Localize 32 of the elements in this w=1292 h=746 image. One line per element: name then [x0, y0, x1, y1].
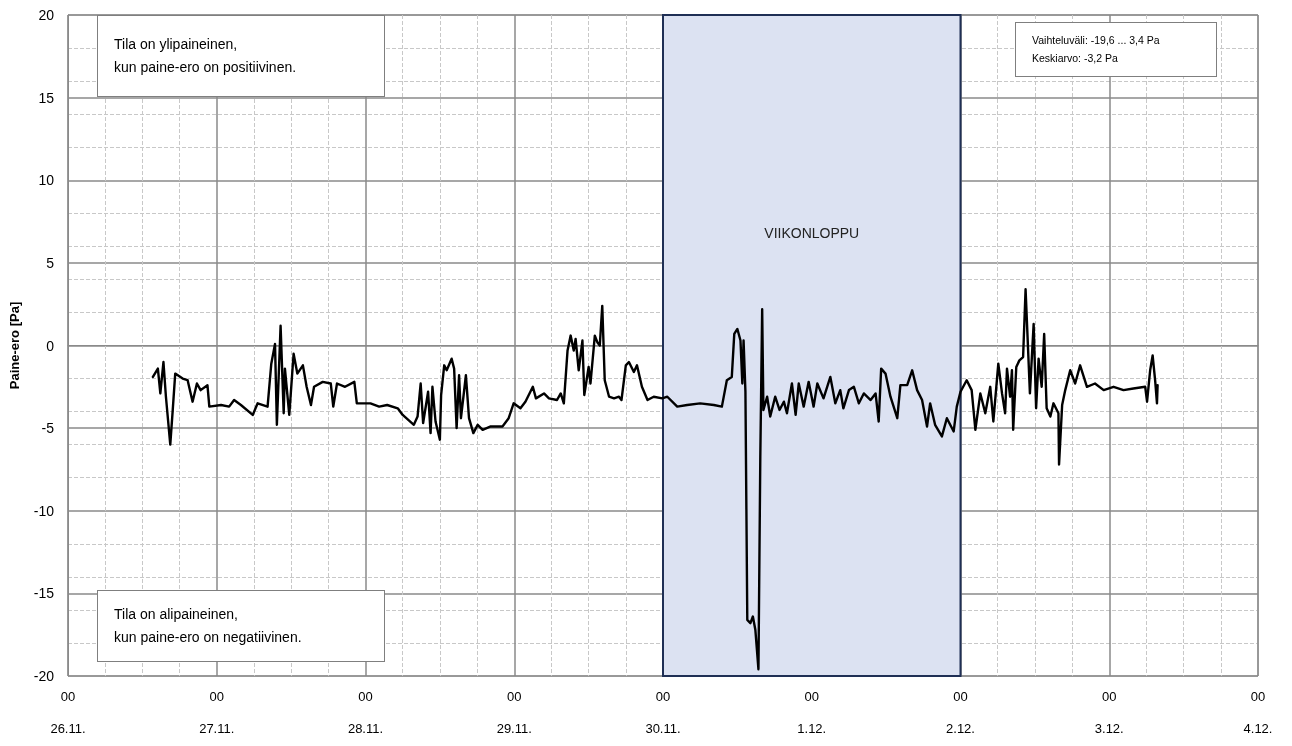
x-tick-label: 00	[804, 689, 819, 704]
y-tick-label: 20	[38, 7, 55, 23]
y-axis-title: Paine-ero [Pa]	[7, 301, 22, 390]
x2-tick-label: 28.11.	[347, 721, 384, 736]
text-box: Vaihteluväli: -19,6 ... 3,4 Pa Keskiarvo: -3,2 Pa	[1015, 22, 1217, 77]
x-tick-label: 00	[209, 689, 224, 704]
y-tick-label: 5	[46, 254, 55, 271]
x2-tick-label: 26.11.	[50, 721, 86, 736]
x2-tick-label: 27.11.	[199, 721, 235, 736]
x-tick-label: 00	[953, 689, 968, 704]
y-tick-label: 15	[38, 89, 55, 106]
x-tick-label: 00	[507, 689, 522, 704]
y-tick-label: 10	[38, 172, 55, 189]
x2-tick-label: 29.11.	[496, 721, 532, 736]
x-tick-label: 00	[1250, 689, 1266, 704]
y-tick-label: -10	[33, 502, 55, 519]
text-box: Tila on ylipaineinen, kun paine-ero on positiivinen.	[97, 15, 385, 97]
x-tick-label: 00	[358, 689, 373, 704]
x2-tick-label: 4.12.	[1243, 721, 1273, 736]
y-tick-label: 0	[46, 337, 55, 354]
band-label: VIIKONLOPPU	[764, 225, 860, 242]
x2-tick-label: 30.11.	[645, 721, 681, 736]
y-tick-label: -5	[41, 420, 55, 437]
x-tick-label: 00	[60, 689, 76, 704]
x2-tick-label: 3.12.	[1094, 721, 1124, 736]
text-box: Tila on alipaineinen, kun paine-ero on negatiivinen.	[97, 590, 385, 662]
x-tick-label: 00	[1102, 689, 1117, 704]
y-tick-label: -15	[33, 585, 55, 602]
x2-tick-label: 2.12.	[946, 721, 975, 736]
x2-tick-label: 1.12.	[797, 721, 827, 736]
x-tick-label: 00	[655, 689, 671, 704]
y-tick-label: -20	[33, 668, 55, 684]
